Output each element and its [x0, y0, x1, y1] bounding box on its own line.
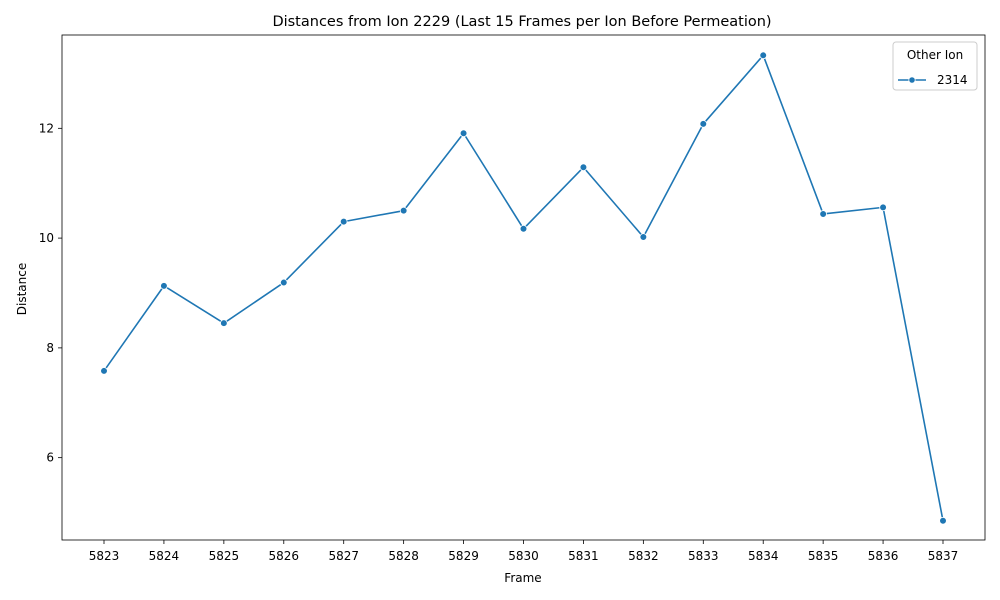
y-axis-label: Distance: [15, 263, 29, 315]
x-tick-label: 5831: [568, 549, 599, 563]
x-tick-label: 5834: [748, 549, 779, 563]
legend-title: Other Ion: [907, 48, 963, 62]
legend-series-label: 2314: [937, 73, 968, 87]
legend-marker: [908, 76, 916, 84]
x-tick-label: 5836: [868, 549, 899, 563]
y-tick-label: 8: [46, 341, 54, 355]
x-tick-label: 5826: [269, 549, 300, 563]
data-point: [759, 51, 768, 60]
x-tick-label: 5837: [928, 549, 959, 563]
x-tick-label: 5833: [688, 549, 719, 563]
data-point: [879, 203, 887, 212]
x-axis-label: Frame: [504, 571, 541, 585]
data-point: [819, 210, 827, 218]
data-point: [399, 206, 408, 215]
series-line: [103, 54, 944, 521]
plot-frame: [61, 34, 986, 541]
x-tick-label: 5835: [808, 549, 839, 563]
series-layer: [100, 51, 947, 525]
x-tick-label: 5832: [628, 549, 659, 563]
plot-axes: [61, 34, 986, 541]
x-tick-label: 5823: [89, 549, 120, 563]
y-axis-ticks: 6 8 10 12: [39, 121, 62, 465]
x-tick-label: 5827: [328, 549, 359, 563]
data-point: [639, 233, 648, 241]
data-point: [279, 278, 288, 287]
x-tick-label: 5824: [149, 549, 180, 563]
data-point: [519, 224, 528, 233]
y-tick-label: 10: [39, 231, 54, 245]
data-point: [699, 120, 708, 128]
x-tick-label: 5825: [209, 549, 240, 563]
y-tick-label: 12: [39, 121, 54, 135]
data-point: [339, 217, 348, 226]
x-axis-ticks: 5823 5824 5825 5826 5827 5828 5829 5830 5831 5832…: [89, 540, 959, 563]
data-point: [220, 319, 228, 327]
data-point: [100, 367, 108, 375]
x-tick-label: 5830: [508, 549, 539, 563]
legend: Other Ion 2314: [892, 41, 978, 91]
data-point: [459, 129, 468, 138]
x-tick-label: 5828: [388, 549, 419, 563]
data-point: [939, 516, 947, 525]
y-tick-label: 6: [46, 451, 54, 465]
x-tick-label: 5829: [448, 549, 479, 563]
chart-title: Distances from Ion 2229 (Last 15 Frames …: [272, 14, 771, 30]
data-point: [579, 163, 588, 172]
data-point: [160, 282, 168, 290]
